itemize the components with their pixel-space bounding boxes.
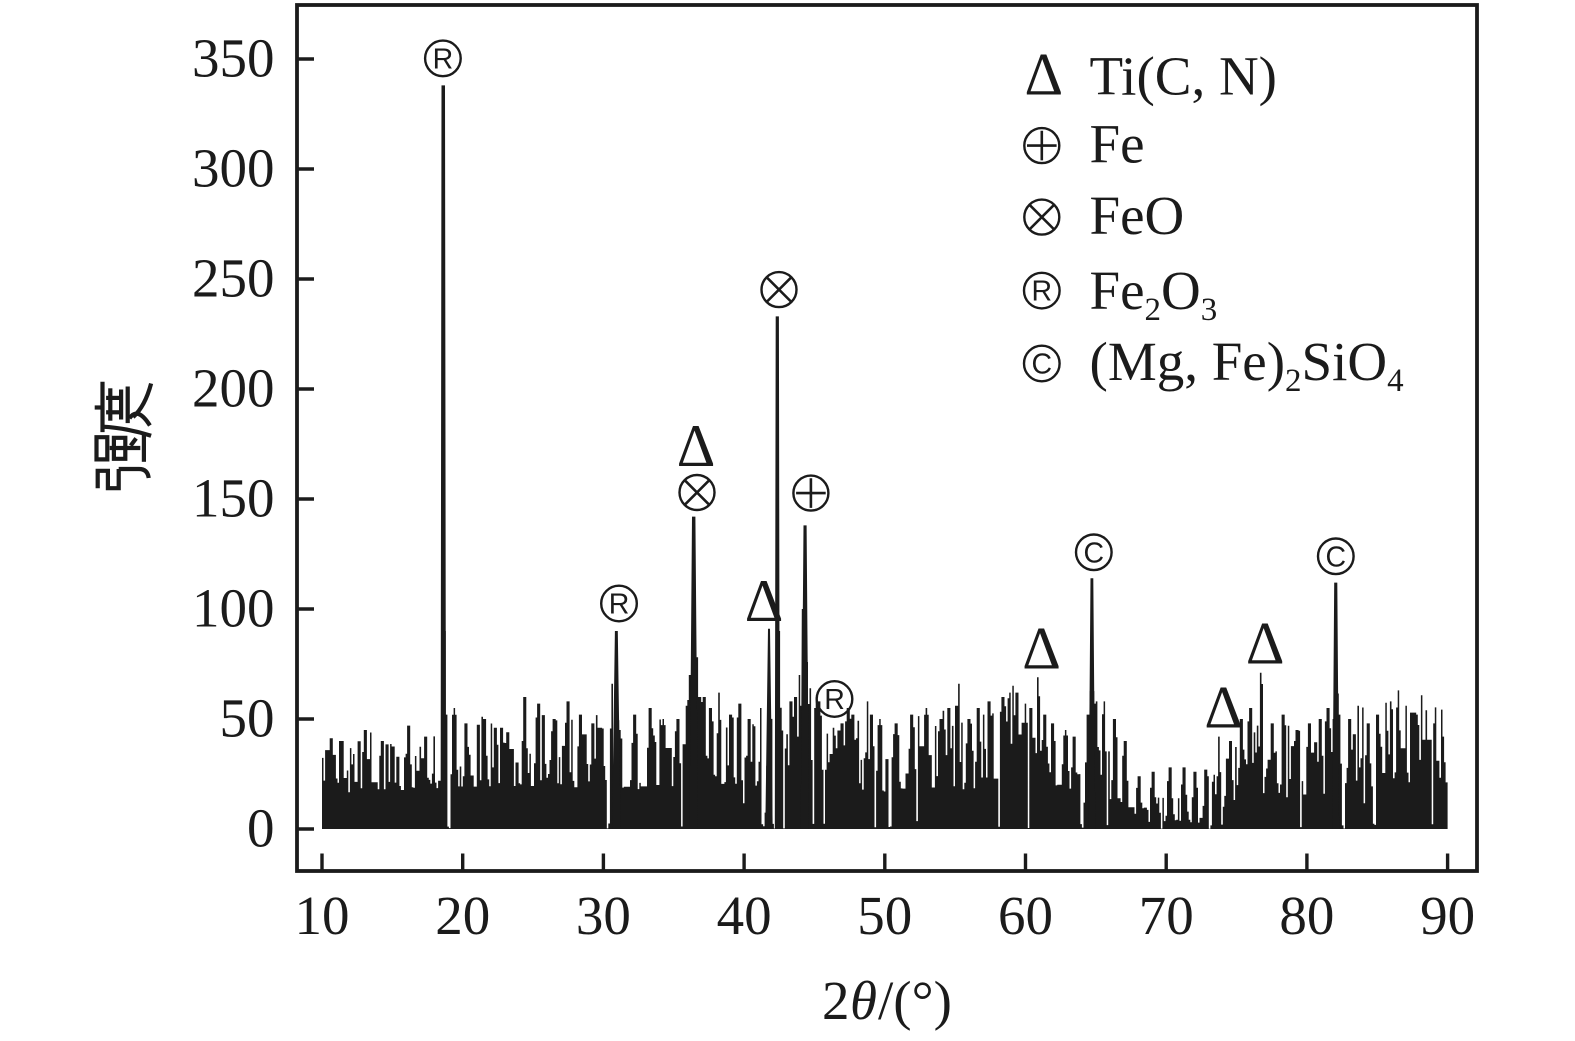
- svg-text:70: 70: [1139, 885, 1194, 946]
- svg-text:50: 50: [857, 885, 912, 946]
- svg-text:R: R: [1032, 276, 1053, 308]
- svg-text:40: 40: [717, 885, 772, 946]
- svg-text:FeO: FeO: [1090, 185, 1185, 246]
- svg-text:C: C: [1326, 541, 1347, 573]
- svg-text:250: 250: [192, 248, 275, 309]
- svg-text:/(°): /(°): [878, 970, 952, 1031]
- svg-text:C: C: [1032, 349, 1053, 381]
- svg-text:20: 20: [435, 885, 490, 946]
- svg-text:θ: θ: [850, 970, 877, 1031]
- svg-text:R: R: [824, 684, 845, 716]
- svg-text:Δ: Δ: [1204, 675, 1243, 741]
- svg-text:Δ: Δ: [1025, 42, 1064, 108]
- svg-text:100: 100: [192, 578, 275, 639]
- svg-text:(Mg, Fe)2SiO4: (Mg, Fe)2SiO4: [1090, 331, 1404, 399]
- svg-text:350: 350: [192, 28, 275, 89]
- svg-text:60: 60: [998, 885, 1053, 946]
- svg-text:30: 30: [576, 885, 631, 946]
- svg-text:90: 90: [1420, 885, 1475, 946]
- svg-text:0: 0: [247, 798, 275, 859]
- svg-text:Δ: Δ: [677, 413, 716, 479]
- svg-text:Fe2O3: Fe2O3: [1090, 260, 1218, 328]
- svg-text:300: 300: [192, 138, 275, 199]
- svg-text:200: 200: [192, 358, 275, 419]
- svg-text:R: R: [609, 589, 630, 621]
- svg-text:Δ: Δ: [745, 568, 784, 634]
- svg-text:80: 80: [1279, 885, 1334, 946]
- svg-text:R: R: [433, 43, 454, 75]
- svg-text:C: C: [1084, 537, 1105, 569]
- svg-text:150: 150: [192, 468, 275, 529]
- svg-text:Δ: Δ: [1022, 616, 1061, 682]
- svg-text:Ti(C, N): Ti(C, N): [1090, 46, 1277, 107]
- svg-text:10: 10: [295, 885, 350, 946]
- svg-text:Fe: Fe: [1090, 114, 1145, 175]
- svg-text:2: 2: [822, 970, 850, 1031]
- svg-text:Δ: Δ: [1246, 611, 1285, 677]
- svg-text:50: 50: [220, 688, 275, 749]
